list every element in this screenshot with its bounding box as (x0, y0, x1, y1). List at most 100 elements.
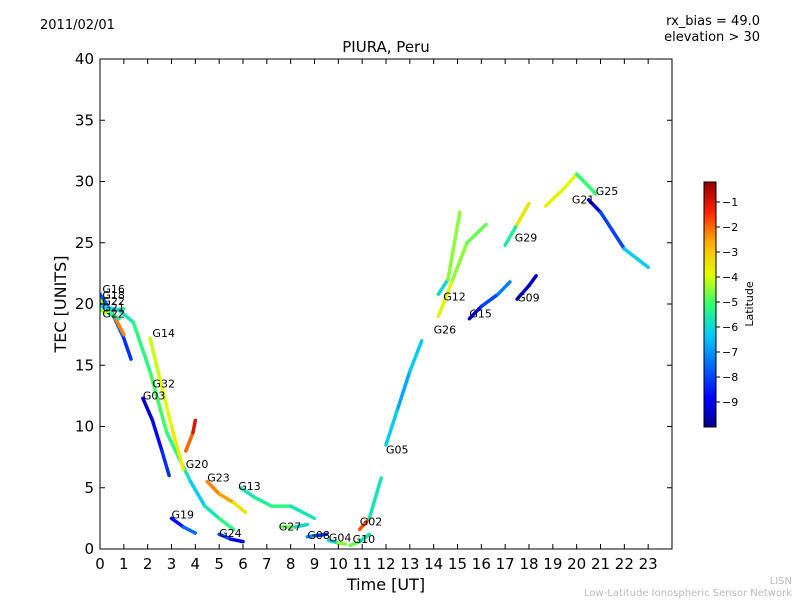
series-g05 (384, 339, 424, 447)
satellite-label: G12 (443, 290, 466, 303)
trace-segment (229, 537, 245, 544)
x-tick-label: 17 (496, 555, 515, 573)
series-g32 (148, 336, 186, 472)
lisn-credit: LISN Low-Latitude Ionospheric Sensor Net… (584, 576, 792, 600)
x-tick-label: 12 (376, 555, 395, 573)
series-g04 (327, 538, 348, 546)
y-tick-label: 0 (84, 540, 94, 558)
trace-segment (293, 522, 310, 529)
series-g12 (436, 210, 462, 296)
colorbar-tick-label: −6 (722, 321, 738, 334)
trace-segment (436, 277, 455, 318)
trace-segment (408, 339, 424, 374)
trace-segment (148, 369, 169, 435)
series-g19 (169, 516, 198, 535)
y-tick-label: 10 (75, 418, 94, 436)
satellite-label: G14 (152, 327, 175, 340)
x-tick-label: 23 (639, 555, 658, 573)
satellite-label: G16 (102, 283, 125, 296)
satellite-label: G02 (360, 516, 383, 529)
trace-segment (217, 492, 236, 505)
satellite-label: G27 (279, 521, 302, 534)
trace-segment (527, 274, 538, 288)
series-g21 (543, 172, 598, 208)
x-tick-label: 2 (143, 555, 153, 573)
trace-segment (288, 504, 317, 521)
trace-segment (188, 479, 207, 508)
colorbar-label: Latitude (743, 281, 756, 327)
colorbar-tick-label: −1 (722, 196, 738, 209)
colorbar (703, 181, 717, 428)
series-g27 (279, 522, 310, 529)
series-g09 (515, 274, 538, 301)
series-g14 (100, 304, 236, 532)
x-tick-label: 1 (119, 555, 129, 573)
trace-segment (315, 532, 329, 538)
trace-segment (253, 495, 274, 508)
trace-segment (112, 314, 126, 337)
x-tick-label: 21 (591, 555, 610, 573)
satellite-label: G10 (353, 533, 376, 546)
trace-segment (203, 504, 221, 521)
y-tick-label: 5 (84, 479, 94, 497)
trace-segment (446, 210, 462, 282)
series-g20 (184, 418, 198, 453)
colorbar-tick-label: −4 (722, 271, 738, 284)
series-g10 (348, 532, 372, 548)
x-tick-label: 16 (472, 555, 491, 573)
satellite-label: G21 (572, 194, 595, 207)
elevation-label: elevation > 30 (664, 30, 760, 45)
series-g08 (305, 532, 329, 539)
trace-segment (205, 479, 221, 496)
trace-segment (164, 430, 181, 459)
trace-segment (336, 541, 348, 546)
satellite-label: G04 (329, 532, 352, 545)
y-tick-label: 40 (75, 50, 94, 68)
y-tick-label: 20 (75, 295, 94, 313)
trace-segment (107, 312, 121, 321)
trace-segment (238, 486, 257, 500)
y-axis-label: TEC [UNITS] (51, 256, 70, 354)
y-tick-label: 25 (75, 234, 94, 252)
colorbar-tick-label: −8 (722, 371, 738, 384)
trace-segment (184, 430, 195, 453)
x-tick-label: 11 (353, 555, 372, 573)
satellite-label: G19 (172, 508, 195, 521)
lisn-full: Low-Latitude Ionospheric Sensor Network (584, 588, 792, 599)
satellite-label: G26 (434, 323, 457, 336)
series-g02 (358, 476, 383, 532)
trace-segment (503, 222, 519, 247)
satellite-label: G13 (238, 480, 261, 493)
trace-segment (367, 476, 383, 521)
satellite-label: G05 (386, 443, 409, 456)
trace-segment (141, 396, 155, 423)
rx-bias-label: rx_bias = 49.0 (666, 14, 760, 29)
y-tick-label: 15 (75, 356, 94, 374)
trace-segment (465, 222, 488, 245)
trace-segment (117, 308, 136, 325)
chart-title: PIURA, Peru (342, 38, 430, 56)
x-tick-label: 10 (329, 555, 348, 573)
trace-segment (479, 292, 500, 309)
colorbar-tick-label: −2 (722, 221, 738, 234)
series-g22 (100, 308, 121, 321)
satellite-label: G29 (515, 232, 538, 245)
trace-segment (515, 283, 531, 301)
trace-segment (231, 500, 248, 514)
trace-segment (150, 418, 164, 453)
satellite-label: G15 (469, 307, 492, 320)
x-tick-label: 0 (95, 555, 105, 573)
satellite-label: G08 (307, 529, 330, 542)
x-tick-label: 15 (448, 555, 467, 573)
trace-segment (496, 280, 512, 296)
series-g26 (436, 222, 488, 318)
colorbar-tick-label: −9 (722, 396, 738, 409)
colorbar-tick-label: −5 (722, 296, 738, 309)
satellite-label: G20 (186, 458, 209, 471)
y-tick-label: 30 (75, 173, 94, 191)
x-tick-label: 4 (191, 555, 201, 573)
lisn-short: LISN (769, 576, 792, 587)
trace-segment (100, 304, 121, 312)
satellite-label: G03 (143, 390, 166, 403)
satellite-label: G32 (152, 377, 175, 390)
